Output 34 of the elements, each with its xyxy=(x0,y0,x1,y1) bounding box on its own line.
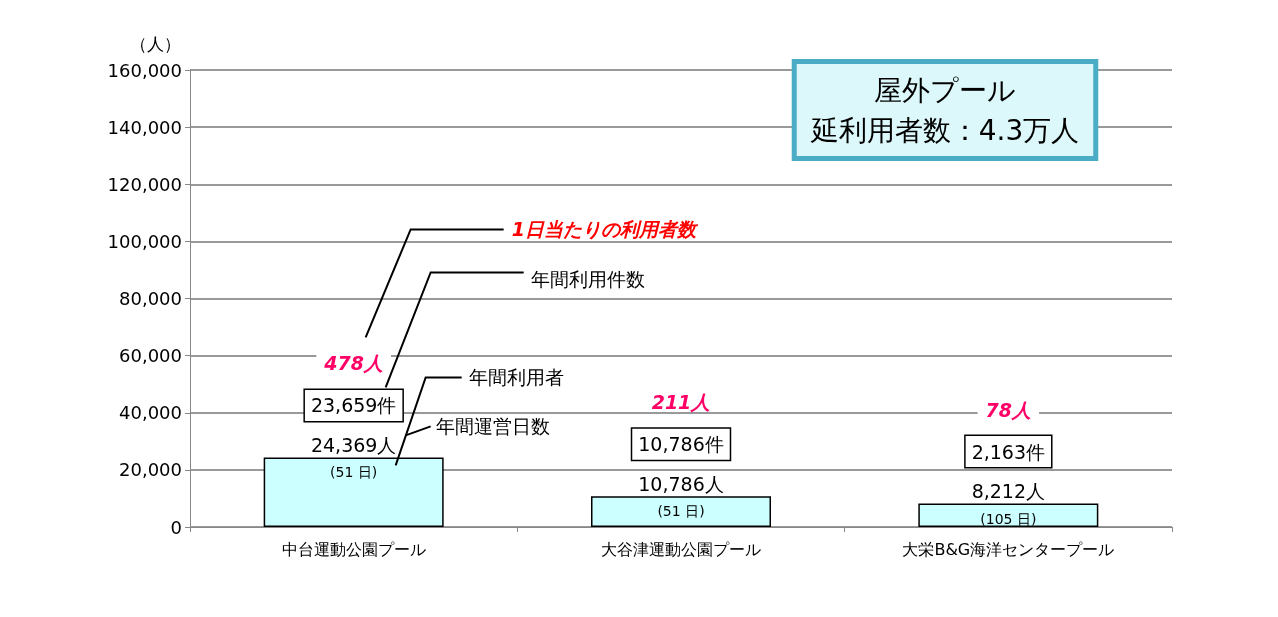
x-tick-label: 大栄B&G海洋センタープール xyxy=(902,539,1115,559)
y-tick-label: 20,000 xyxy=(119,459,182,481)
y-tick-label: 60,000 xyxy=(119,345,182,367)
annotation: 年間運営日数 xyxy=(435,415,550,438)
annotation: 年間利用者 xyxy=(468,366,564,389)
annotation: (51 日) xyxy=(330,464,378,481)
annotation: (51 日) xyxy=(657,503,705,520)
y-tick-label: 80,000 xyxy=(119,288,182,309)
annotation: 10,786件 xyxy=(638,433,724,456)
annotation: 211人 xyxy=(651,391,711,414)
annotation: 78人 xyxy=(985,398,1032,421)
annotation: 1日当たりの利用者数 xyxy=(511,218,699,241)
annotation: 屋外プール xyxy=(874,73,1016,107)
annotation: 延利用者数：4.3万人 xyxy=(809,113,1080,147)
data-label: 24,369人 xyxy=(310,433,397,456)
y-tick-label: 160,000 xyxy=(107,59,182,81)
x-tick-label: 中台運動公園プール xyxy=(281,539,426,559)
data-label: 10,786人 xyxy=(638,472,724,495)
annotation: 年間利用件数 xyxy=(530,268,645,291)
data-label: 8,212人 xyxy=(971,480,1046,503)
x-tick-label: 大谷津運動公園プール xyxy=(601,539,761,559)
y-tick-label: 0 xyxy=(170,516,182,538)
bar xyxy=(263,457,444,527)
bar xyxy=(591,496,771,527)
annotation: 2,163件 xyxy=(971,440,1046,463)
bar xyxy=(918,503,1099,527)
annotation: 478人 xyxy=(323,352,383,375)
y-tick-label: 100,000 xyxy=(107,230,182,252)
annotation: (105 日) xyxy=(980,510,1037,527)
y-tick-label: 120,000 xyxy=(107,173,182,195)
y-tick-label: 140,000 xyxy=(107,116,182,138)
y-tick-label: 40,000 xyxy=(119,402,182,424)
annotation: 23,659件 xyxy=(310,394,397,417)
y-axis-title: （人） xyxy=(130,33,181,54)
